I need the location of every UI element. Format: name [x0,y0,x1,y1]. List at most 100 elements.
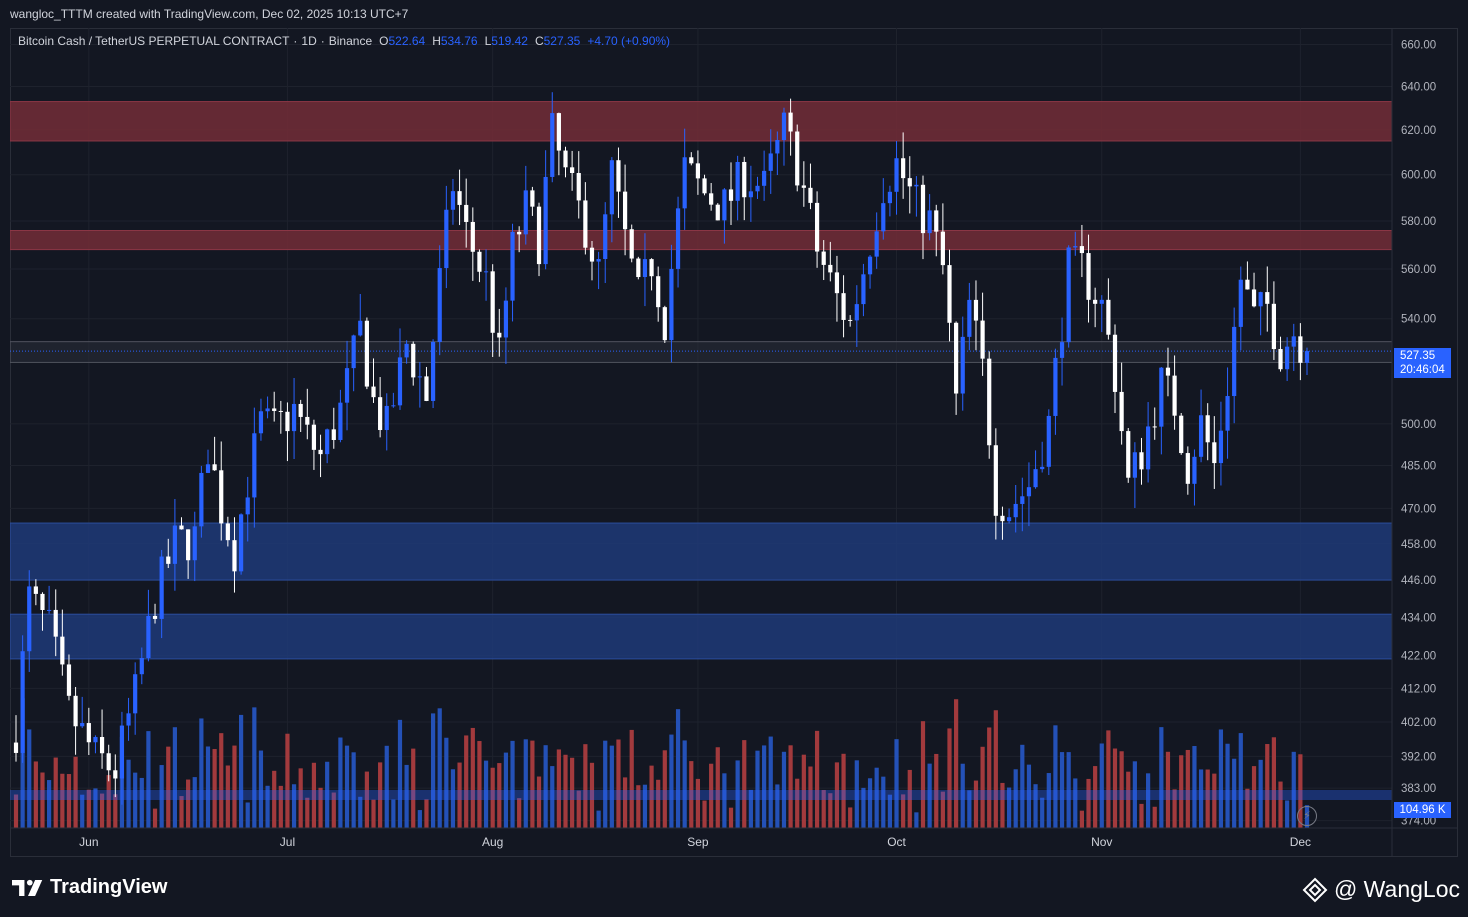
tradingview-logo[interactable]: TradingView [12,876,167,899]
volume-bar [232,745,237,828]
candle-body [636,258,641,278]
close-value: 527.35 [543,34,581,48]
candle-body [1000,515,1005,522]
volume-bar [861,787,866,828]
candle [934,204,939,257]
last-price-tag: 527.35 20:46:04 [1394,348,1451,378]
candle [139,647,144,685]
candle [450,178,456,225]
candle-body [1046,415,1051,467]
volume-bar [596,810,601,828]
x-tick-label: Jun [79,835,98,849]
candle-body [27,586,32,652]
lightning-icon[interactable]: ⚡ [1297,806,1317,826]
volume-bar [371,799,376,828]
symbol-name[interactable]: Bitcoin Cash / TetherUS PERPETUAL CONTRA… [18,34,290,48]
candle-body [86,723,91,743]
volume-bar [940,791,945,828]
symbol-legend[interactable]: Bitcoin Cash / TetherUS PERPETUAL CONTRA… [18,34,670,48]
volume-bar [762,745,767,828]
candle [1046,409,1051,476]
volume-bar [702,800,707,828]
candle-body [113,770,118,779]
volume-bar [735,760,740,828]
candle-body [291,403,297,432]
candle [848,315,853,327]
candle-body [622,191,628,230]
candle-body [993,445,998,516]
volume-bar [285,733,290,828]
price-zones [10,101,1393,660]
candle-body [272,408,277,411]
candle [973,280,979,351]
candle [99,709,105,769]
volume-bar [351,752,356,828]
candle-body [238,514,244,572]
candle [636,256,641,280]
legend-separator: · [293,34,298,48]
candle [1205,403,1210,461]
candle-body [596,259,601,262]
candle-body [1106,299,1111,335]
candle-body [589,247,595,262]
candle-body [139,657,144,675]
candle-body [1212,442,1217,464]
volume-bar [212,749,217,828]
candle [1285,337,1290,381]
volume-bar [854,760,859,828]
brand-name: TradingView [50,876,168,898]
x-tick-label: Nov [1091,835,1112,849]
candle-body [967,299,972,337]
volume-bar [457,762,462,828]
candle-body [854,304,859,321]
volume-bar [225,765,230,828]
candle-body [391,405,396,407]
y-tick-label: 422.00 [1401,651,1436,663]
candle-body [510,231,515,301]
candle-body [232,540,237,572]
candle-body [219,470,224,524]
volume-bar [40,772,45,828]
candle-body [1179,415,1184,454]
candle [60,609,65,676]
volume-bar [384,745,389,828]
demand-zone [10,613,1393,660]
candle [861,263,866,317]
candle-body [808,187,813,203]
interval[interactable]: 1D [301,34,317,48]
candle [536,202,542,277]
volume-bar [993,710,998,828]
candle [113,754,118,798]
candle [821,240,826,281]
candle-body [47,609,52,611]
candle [378,377,383,438]
candle [1192,449,1197,506]
candle [907,156,912,214]
candle [1245,261,1250,290]
candle-body [424,376,429,401]
candle [1271,281,1276,360]
candle-body [417,376,422,378]
volume-bar [477,741,482,828]
volume-bar [1099,743,1104,828]
candle [709,183,714,211]
volume-bar [841,753,846,828]
candle-body [748,191,753,198]
volume-bar [20,698,25,828]
candle [225,516,230,547]
candle-body [483,271,489,273]
candle [73,686,78,755]
candle-body [1013,503,1018,518]
candle-body [1304,351,1310,363]
candle-body [1066,247,1071,343]
volume-ma-band [10,790,1392,800]
volume-bar [649,765,654,828]
volume-bar [1112,748,1118,828]
candle [954,321,959,415]
candle [172,498,177,591]
price-chart[interactable]: 660.00 640.00 620.00 600.00 580.00 560.00 540.… [10,28,1458,857]
candle-body [53,609,58,637]
candle [874,212,879,269]
volume-bar [1066,752,1071,828]
candle [152,603,158,624]
